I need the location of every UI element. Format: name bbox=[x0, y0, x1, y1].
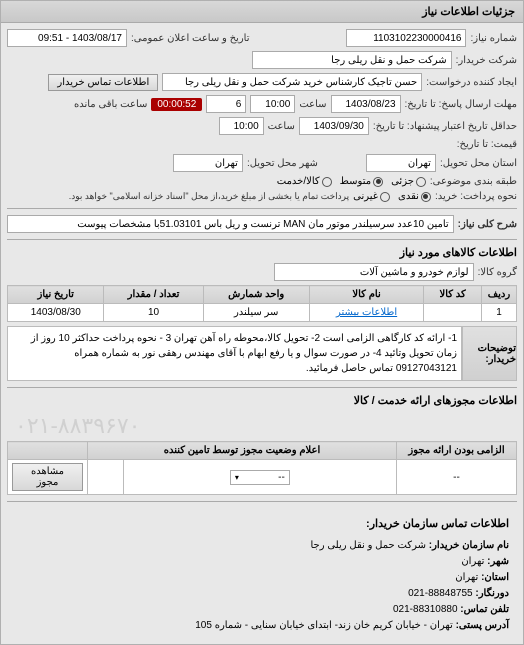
delivery-city-label: شهر محل تحویل: bbox=[247, 158, 318, 169]
addr-value: تهران - خیابان کریم خان زند- ابتدای خیاب… bbox=[195, 620, 453, 631]
req-no-label: شماره نیاز: bbox=[470, 33, 517, 44]
goods-section-title: اطلاعات کالاهای مورد نیاز bbox=[7, 246, 517, 259]
permit-dropdown[interactable]: -- bbox=[230, 470, 290, 485]
budget-opt-1[interactable]: متوسط bbox=[340, 176, 383, 187]
budget-opt-2[interactable]: کالا/خدمت bbox=[277, 176, 332, 187]
permit-col-0: الزامی بودن ارائه مجوز bbox=[397, 442, 517, 460]
need-title-value: تامین 10عدد سرسیلندر موتور مان MAN ترنست… bbox=[7, 215, 454, 233]
time-label-2: ساعت bbox=[268, 121, 295, 132]
remaining-label: ساعت باقی مانده bbox=[74, 99, 147, 110]
cell-0-0: 1 bbox=[482, 304, 517, 322]
panel-title: جزئیات اطلاعات نیاز bbox=[1, 1, 523, 23]
addr-label: آدرس پستی: bbox=[456, 620, 509, 631]
delivery-loc-label: استان محل تحویل: bbox=[440, 158, 517, 169]
goods-group-label: گروه کالا: bbox=[478, 267, 517, 278]
table-header-row: ردیف کد کالا نام کالا واحد شمارش تعداد /… bbox=[8, 286, 517, 304]
permit-cell-2 bbox=[88, 460, 124, 495]
budget-opt-0[interactable]: جزئی bbox=[391, 176, 426, 187]
cell-0-5: 1403/08/30 bbox=[8, 304, 104, 322]
cell-0-4: 10 bbox=[104, 304, 203, 322]
col-0: ردیف bbox=[482, 286, 517, 304]
province-value: تهران bbox=[455, 572, 478, 583]
goods-group-value: لوازم خودرو و ماشین آلات bbox=[274, 263, 474, 281]
permit-cell-0: -- bbox=[397, 460, 517, 495]
buyer-note-value: 1- ارائه کد کارگاهی الزامی است 2- تحویل … bbox=[7, 326, 462, 381]
contact-button[interactable]: اطلاعات تماس خریدار bbox=[48, 74, 158, 91]
col-3: واحد شمارش bbox=[203, 286, 309, 304]
requester-label: ایجاد کننده درخواست: bbox=[426, 77, 517, 88]
org-value: شرکت حمل و نقل ریلی رجا bbox=[311, 540, 426, 551]
org-label: نام سازمان خریدار: bbox=[429, 540, 509, 551]
budget-label: طبقه بندی موضوعی: bbox=[430, 176, 517, 187]
contact-section-title: اطلاعات تماس سازمان خریدار: bbox=[15, 516, 509, 534]
req-no-value: 1103102230000416 bbox=[346, 29, 466, 47]
budget-radio-group: جزئی متوسط کالا/خدمت bbox=[277, 176, 426, 187]
col-1: کد کالا bbox=[424, 286, 482, 304]
payment-opt-1-label: غیرنی bbox=[353, 191, 378, 202]
tel-value: 88310880-021 bbox=[393, 604, 458, 615]
deadline-send-date: 1403/08/23 bbox=[331, 95, 401, 113]
permit-cell-3[interactable]: مشاهده مجوز bbox=[8, 460, 88, 495]
validity-date: 1403/09/30 bbox=[299, 117, 369, 135]
buyer-value: شرکت حمل و نقل ریلی رجا bbox=[252, 51, 452, 69]
city-label: شهر: bbox=[487, 556, 509, 567]
permits-table: الزامی بودن ارائه مجوز اعلام وضعیت مجوز … bbox=[7, 441, 517, 495]
province-label: استان: bbox=[481, 572, 509, 583]
delivery-city-value: تهران bbox=[173, 154, 243, 172]
col-4: تعداد / مقدار bbox=[104, 286, 203, 304]
permit-row: -- -- مشاهده مجوز bbox=[8, 460, 517, 495]
permits-section-title: اطلاعات مجوزهای ارائه خدمت / کالا bbox=[7, 394, 517, 407]
permit-col-empty bbox=[8, 442, 88, 460]
cell-0-3: سر سیلندر bbox=[203, 304, 309, 322]
view-permit-button[interactable]: مشاهده مجوز bbox=[12, 463, 83, 491]
days-remaining: 6 bbox=[206, 95, 246, 113]
permit-cell-1[interactable]: -- bbox=[123, 460, 396, 495]
payment-opt-0[interactable]: نقدی bbox=[398, 191, 431, 202]
fax-value: 88848755-021 bbox=[408, 588, 473, 599]
tel-label: تلفن تماس: bbox=[460, 604, 509, 615]
validity-time: 10:00 bbox=[219, 117, 264, 135]
announce-value: 1403/08/17 - 09:51 bbox=[7, 29, 127, 47]
permit-subtitle: اعلام وضعیت مجوز توسط تامین کننده bbox=[88, 442, 397, 460]
payment-opt-1[interactable]: غیرنی bbox=[353, 191, 390, 202]
need-title-label: شرح کلی نیاز: bbox=[458, 219, 517, 230]
city-value: تهران bbox=[461, 556, 484, 567]
time-label-1: ساعت bbox=[299, 99, 326, 110]
fax-label: دورنگار: bbox=[475, 588, 509, 599]
budget-opt-0-label: جزئی bbox=[391, 176, 414, 187]
col-2: نام کالا bbox=[309, 286, 424, 304]
countdown-timer: 00:00:52 bbox=[151, 98, 202, 111]
payment-note: پرداخت تمام یا بخشی از مبلغ خرید،از محل … bbox=[69, 191, 349, 202]
cell-0-2[interactable]: اطلاعات بیشتر bbox=[309, 304, 424, 322]
payment-label: نحوه پرداخت: خرید: bbox=[435, 191, 517, 202]
payment-opt-0-label: نقدی bbox=[398, 191, 419, 202]
watermark-text: ۰۲۱-۸۸۳۹۶۷۰ bbox=[7, 411, 517, 441]
col-5: تاریخ نیاز bbox=[8, 286, 104, 304]
deadline-send-time: 10:00 bbox=[250, 95, 295, 113]
price-label: قیمت: تا تاریخ: bbox=[457, 139, 517, 150]
budget-opt-2-label: کالا/خدمت bbox=[277, 176, 320, 187]
buyer-label: شرکت خریدار: bbox=[456, 55, 517, 66]
delivery-loc-value: تهران bbox=[366, 154, 436, 172]
table-row: 1 اطلاعات بیشتر سر سیلندر 10 1403/08/30 bbox=[8, 304, 517, 322]
goods-table: ردیف کد کالا نام کالا واحد شمارش تعداد /… bbox=[7, 285, 517, 322]
budget-opt-1-label: متوسط bbox=[340, 176, 371, 187]
deadline-send-label: مهلت ارسال پاسخ: تا تاریخ: bbox=[405, 99, 517, 110]
requester-value: حسن تاجیک کارشناس خرید شرکت حمل و نقل ری… bbox=[162, 73, 422, 91]
announce-label: تاریخ و ساعت اعلان عمومی: bbox=[131, 33, 250, 44]
buyer-note-label: توضیحات خریدار: bbox=[462, 326, 517, 381]
validity-label: حداقل تاریخ اعتبار پیشنهاد: تا تاریخ: bbox=[373, 121, 517, 132]
payment-radio-group: نقدی غیرنی bbox=[353, 191, 431, 202]
cell-0-1 bbox=[424, 304, 482, 322]
